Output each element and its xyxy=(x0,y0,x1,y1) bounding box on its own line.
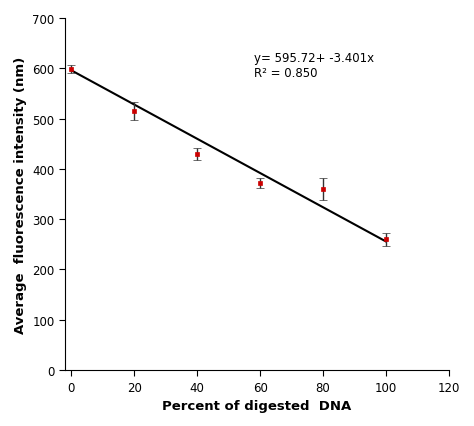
Y-axis label: Average  fluorescence intensity (nm): Average fluorescence intensity (nm) xyxy=(14,56,27,333)
X-axis label: Percent of digested  DNA: Percent of digested DNA xyxy=(163,399,352,412)
Text: y= 595.72+ -3.401x
R² = 0.850: y= 595.72+ -3.401x R² = 0.850 xyxy=(254,52,374,79)
